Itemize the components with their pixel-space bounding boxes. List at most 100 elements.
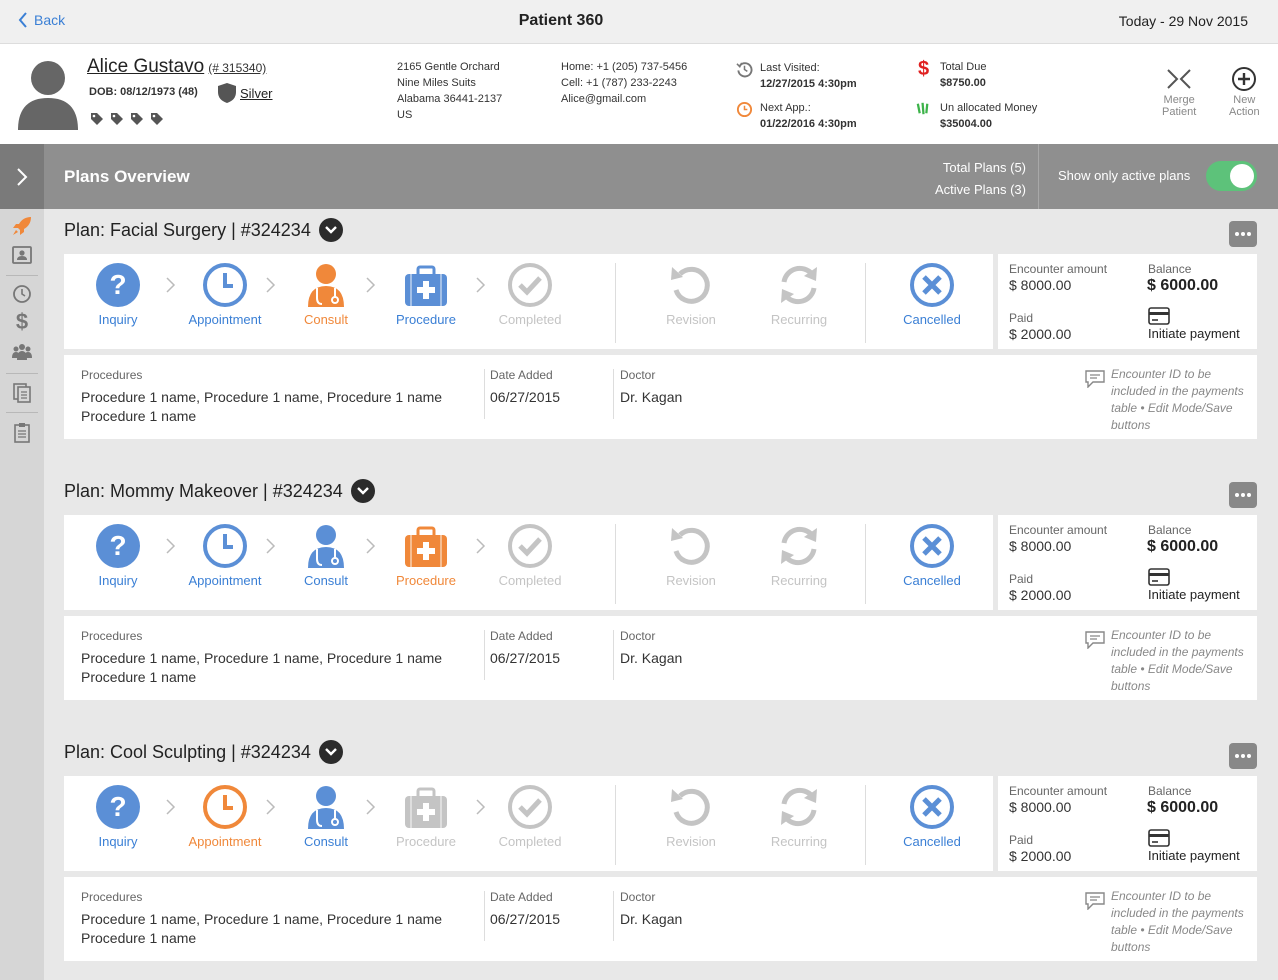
- new-action-label: Action: [1229, 106, 1260, 118]
- initiate-payment-button[interactable]: Initiate payment: [1148, 307, 1240, 341]
- more-options-button[interactable]: [1229, 743, 1257, 769]
- step-procedure[interactable]: Procedure: [376, 515, 476, 588]
- step-revision[interactable]: Revision: [641, 254, 741, 327]
- tier-link[interactable]: Silver: [240, 86, 273, 101]
- procedures-line: Procedure 1 name: [81, 408, 197, 424]
- balance-label: Balance: [1148, 784, 1192, 798]
- more-options-button[interactable]: [1229, 221, 1257, 247]
- more-icon: [1241, 754, 1245, 758]
- home-phone: Home: +1 (205) 737-5456: [561, 61, 688, 73]
- initiate-payment-button[interactable]: Initiate payment: [1148, 829, 1240, 863]
- step-cancelled[interactable]: Cancelled: [882, 254, 982, 327]
- step-label: Cancelled: [903, 312, 961, 327]
- initiate-payment-label: Initiate payment: [1148, 848, 1240, 863]
- step-label: Procedure: [396, 312, 456, 327]
- merge-patient-button[interactable]: Merge Patient: [1162, 66, 1196, 118]
- active-plans-toggle-label: Show only active plans: [1058, 168, 1191, 183]
- step-procedure[interactable]: Procedure: [376, 254, 476, 327]
- active-plans-toggle[interactable]: [1206, 161, 1257, 191]
- note-text: Encounter ID to be included in the payme…: [1111, 889, 1244, 954]
- step-appointment[interactable]: Appointment: [175, 254, 275, 327]
- tag-list: [90, 112, 164, 126]
- paid-value: $ 2000.00: [1009, 587, 1072, 603]
- sidebar: $: [0, 209, 44, 980]
- sidebar-toggle-button[interactable]: [0, 144, 44, 209]
- clock-icon[interactable]: [11, 283, 33, 305]
- step-appointment[interactable]: Appointment: [175, 776, 275, 849]
- step-inquiry[interactable]: ? Inquiry: [68, 776, 168, 849]
- more-icon: [1235, 493, 1239, 497]
- patient-name[interactable]: Alice Gustavo (# 315340): [87, 56, 266, 78]
- back-button[interactable]: Back: [18, 12, 65, 28]
- initiate-payment-button[interactable]: Initiate payment: [1148, 568, 1240, 602]
- new-action-button[interactable]: New Action: [1229, 66, 1260, 118]
- step-recurring[interactable]: Recurring: [749, 776, 849, 849]
- revision-icon: [671, 788, 710, 826]
- step-label: Recurring: [770, 312, 828, 327]
- balance-label: Balance: [1148, 523, 1192, 537]
- step-completed[interactable]: Completed: [480, 254, 580, 327]
- comment-note[interactable]: Encounter ID to be included in the payme…: [1085, 888, 1255, 956]
- plan-dropdown-button[interactable]: [318, 740, 343, 764]
- step-cancelled[interactable]: Cancelled: [882, 515, 982, 588]
- total-plans: Total Plans (5): [942, 160, 1026, 175]
- shield-icon: [218, 83, 236, 103]
- comment-note[interactable]: Encounter ID to be included in the payme…: [1085, 366, 1255, 434]
- step-completed[interactable]: Completed: [480, 515, 580, 588]
- tag-icon[interactable]: [110, 112, 124, 126]
- credit-card-icon: [1148, 307, 1170, 325]
- inquiry-icon: ?: [96, 263, 140, 307]
- divider: [865, 524, 866, 604]
- plan-dropdown-button[interactable]: [350, 479, 375, 503]
- dollar-icon[interactable]: $: [15, 309, 29, 334]
- recurring-icon: [781, 526, 817, 566]
- merge-icon: [1167, 69, 1191, 89]
- divider: [484, 891, 485, 941]
- tag-icon[interactable]: [130, 112, 144, 126]
- step-inquiry[interactable]: ? Inquiry: [68, 515, 168, 588]
- recurring-icon: [781, 265, 817, 305]
- rocket-icon[interactable]: [11, 215, 33, 237]
- step-consult[interactable]: Consult: [276, 254, 376, 327]
- step-recurring[interactable]: Recurring: [749, 515, 849, 588]
- address-line: US: [397, 109, 413, 121]
- recurring-icon: [781, 787, 817, 827]
- patient-header: Alice Gustavo (# 315340) DOB: 08/12/1973 …: [0, 44, 1278, 144]
- step-inquiry[interactable]: ? Inquiry: [68, 254, 168, 327]
- address-line: Nine Miles Suits: [397, 77, 476, 89]
- procedures-line: Procedure 1 name, Procedure 1 name, Proc…: [81, 389, 443, 405]
- step-completed[interactable]: Completed: [480, 776, 580, 849]
- step-revision[interactable]: Revision: [641, 515, 741, 588]
- patient-name-text: Alice Gustavo: [87, 56, 205, 77]
- more-icon: [1241, 493, 1245, 497]
- contact-card-icon[interactable]: [11, 244, 33, 266]
- page-title: Patient 360: [518, 12, 604, 29]
- inquiry-icon: ?: [96, 524, 140, 568]
- money-info: $ Total Due $8750.00 Un allocated Money $3…: [915, 59, 1037, 141]
- step-consult[interactable]: Consult: [276, 515, 376, 588]
- plan-dropdown-button[interactable]: [318, 218, 343, 242]
- step-recurring[interactable]: Recurring: [749, 254, 849, 327]
- chevron-right-icon: [166, 799, 176, 815]
- step-consult[interactable]: Consult: [276, 776, 376, 849]
- tag-icon[interactable]: [150, 112, 164, 126]
- step-procedure[interactable]: Procedure: [376, 776, 476, 849]
- plan-steps: ? Inquiry Appointment Consult Procedure …: [64, 776, 993, 871]
- step-label: Recurring: [770, 834, 828, 849]
- documents-icon[interactable]: [11, 382, 33, 404]
- comment-note[interactable]: Encounter ID to be included in the payme…: [1085, 627, 1255, 695]
- email[interactable]: Alice@gmail.com: [561, 93, 647, 105]
- step-label: Inquiry: [98, 312, 138, 327]
- tag-icon[interactable]: [90, 112, 104, 126]
- more-options-button[interactable]: [1229, 482, 1257, 508]
- clipboard-icon[interactable]: [11, 422, 33, 444]
- plan-financials: Encounter amount $ 8000.00 Balance $ 600…: [998, 776, 1257, 871]
- users-icon[interactable]: [11, 341, 33, 363]
- step-appointment[interactable]: Appointment: [175, 515, 275, 588]
- more-icon: [1247, 493, 1251, 497]
- divider: [613, 630, 614, 680]
- comment-icon: [1085, 631, 1105, 649]
- history-icon: [736, 62, 753, 78]
- step-cancelled[interactable]: Cancelled: [882, 776, 982, 849]
- step-revision[interactable]: Revision: [641, 776, 741, 849]
